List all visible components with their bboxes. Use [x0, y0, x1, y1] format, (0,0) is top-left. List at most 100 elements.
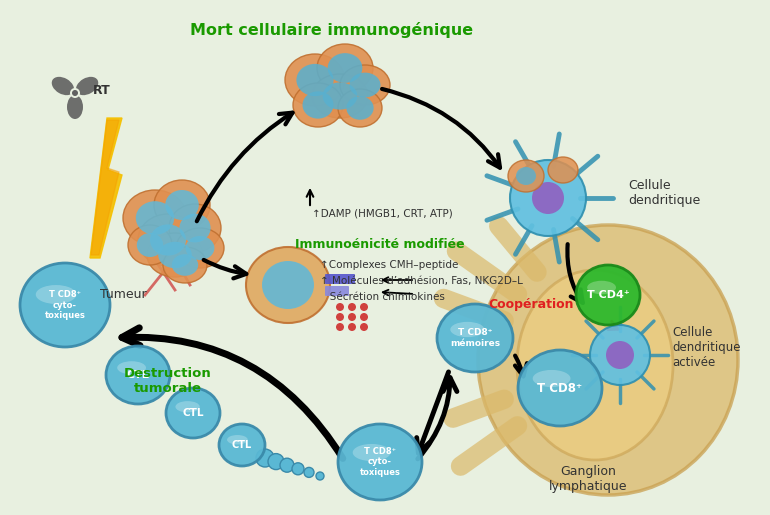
- Text: T CD4⁺: T CD4⁺: [587, 290, 629, 300]
- Text: Coopération: Coopération: [488, 298, 574, 311]
- Circle shape: [336, 313, 344, 321]
- Ellipse shape: [532, 182, 564, 214]
- Ellipse shape: [147, 233, 203, 277]
- Text: CTL: CTL: [232, 440, 252, 450]
- Circle shape: [292, 463, 304, 475]
- Text: Cellule
dendritique: Cellule dendritique: [628, 179, 700, 207]
- Circle shape: [360, 313, 368, 321]
- Circle shape: [336, 323, 344, 331]
- Circle shape: [316, 472, 324, 480]
- Ellipse shape: [508, 160, 544, 192]
- Text: ↑Complexes CMH–peptide: ↑Complexes CMH–peptide: [320, 260, 458, 270]
- Circle shape: [336, 303, 344, 311]
- Ellipse shape: [510, 160, 586, 236]
- Text: T CD8⁺
mémoires: T CD8⁺ mémoires: [450, 328, 500, 348]
- Ellipse shape: [323, 82, 357, 110]
- Ellipse shape: [166, 388, 220, 438]
- Ellipse shape: [106, 346, 170, 404]
- Circle shape: [360, 303, 368, 311]
- Ellipse shape: [246, 247, 330, 323]
- Ellipse shape: [588, 281, 616, 294]
- Ellipse shape: [338, 424, 422, 500]
- Circle shape: [348, 303, 356, 311]
- Ellipse shape: [158, 242, 192, 268]
- Ellipse shape: [350, 73, 380, 97]
- Ellipse shape: [312, 74, 368, 118]
- Ellipse shape: [303, 91, 333, 118]
- Ellipse shape: [517, 270, 673, 460]
- Ellipse shape: [150, 225, 186, 255]
- Ellipse shape: [533, 370, 571, 387]
- Ellipse shape: [76, 77, 99, 95]
- Circle shape: [360, 323, 368, 331]
- Circle shape: [72, 90, 78, 96]
- Ellipse shape: [478, 225, 738, 495]
- Text: Mort cellulaire immunogénique: Mort cellulaire immunogénique: [190, 22, 474, 38]
- Ellipse shape: [227, 435, 248, 444]
- Ellipse shape: [138, 214, 198, 266]
- Ellipse shape: [346, 96, 373, 120]
- Ellipse shape: [340, 65, 390, 105]
- Text: Tumeur: Tumeur: [100, 288, 146, 301]
- Ellipse shape: [262, 261, 314, 309]
- Text: ↑DAMP (HMGB1, CRT, ATP): ↑DAMP (HMGB1, CRT, ATP): [312, 208, 453, 218]
- Ellipse shape: [548, 157, 578, 183]
- Ellipse shape: [186, 236, 214, 260]
- Ellipse shape: [219, 424, 265, 466]
- Ellipse shape: [176, 401, 199, 413]
- Text: Cellule
dendritique
activée: Cellule dendritique activée: [672, 327, 741, 369]
- Ellipse shape: [117, 361, 146, 374]
- Text: T CD8⁺
cyto-
toxiques: T CD8⁺ cyto- toxiques: [45, 290, 85, 320]
- Ellipse shape: [35, 285, 76, 304]
- Ellipse shape: [353, 444, 390, 461]
- Text: Sécrétion chimiokines: Sécrétion chimiokines: [320, 292, 445, 302]
- Ellipse shape: [163, 247, 207, 283]
- Ellipse shape: [338, 89, 382, 127]
- Polygon shape: [91, 120, 119, 255]
- Text: ↑ Molécules d’adhésion, Fas, NKG2D–L: ↑ Molécules d’adhésion, Fas, NKG2D–L: [320, 276, 523, 286]
- Ellipse shape: [136, 201, 174, 235]
- Ellipse shape: [606, 341, 634, 369]
- Text: Destruction
tumorale: Destruction tumorale: [124, 367, 212, 395]
- Circle shape: [268, 454, 284, 470]
- Ellipse shape: [20, 263, 110, 347]
- Ellipse shape: [450, 322, 484, 337]
- Ellipse shape: [137, 233, 163, 257]
- Circle shape: [348, 313, 356, 321]
- FancyBboxPatch shape: [325, 286, 349, 296]
- Circle shape: [280, 458, 294, 472]
- FancyBboxPatch shape: [325, 274, 355, 284]
- Ellipse shape: [317, 44, 373, 92]
- Text: Immunoénicité modifiée: Immunoénicité modifiée: [295, 238, 464, 251]
- Text: RT: RT: [93, 84, 111, 97]
- Polygon shape: [90, 118, 122, 258]
- Text: T CD8⁺
cyto-
toxiques: T CD8⁺ cyto- toxiques: [360, 447, 400, 477]
- Ellipse shape: [169, 204, 221, 252]
- Ellipse shape: [296, 64, 333, 96]
- Ellipse shape: [590, 325, 650, 385]
- Ellipse shape: [166, 190, 199, 220]
- Ellipse shape: [52, 77, 74, 95]
- Ellipse shape: [576, 265, 640, 325]
- Ellipse shape: [518, 350, 602, 426]
- Ellipse shape: [154, 180, 210, 230]
- Ellipse shape: [285, 54, 345, 106]
- Ellipse shape: [172, 254, 198, 276]
- Ellipse shape: [176, 228, 224, 268]
- Circle shape: [304, 468, 314, 477]
- Text: Ganglion
lymphatique: Ganglion lymphatique: [549, 465, 628, 493]
- Ellipse shape: [128, 225, 172, 265]
- Ellipse shape: [437, 304, 513, 372]
- Ellipse shape: [293, 83, 343, 127]
- Ellipse shape: [179, 214, 211, 243]
- Ellipse shape: [516, 167, 536, 185]
- Circle shape: [70, 88, 80, 98]
- Circle shape: [256, 449, 274, 467]
- Ellipse shape: [67, 95, 83, 119]
- Text: CTL: CTL: [126, 370, 149, 380]
- Text: CTL: CTL: [182, 408, 204, 418]
- Ellipse shape: [328, 53, 363, 83]
- Text: T CD8⁺: T CD8⁺: [537, 382, 583, 394]
- Circle shape: [348, 323, 356, 331]
- Ellipse shape: [123, 190, 187, 246]
